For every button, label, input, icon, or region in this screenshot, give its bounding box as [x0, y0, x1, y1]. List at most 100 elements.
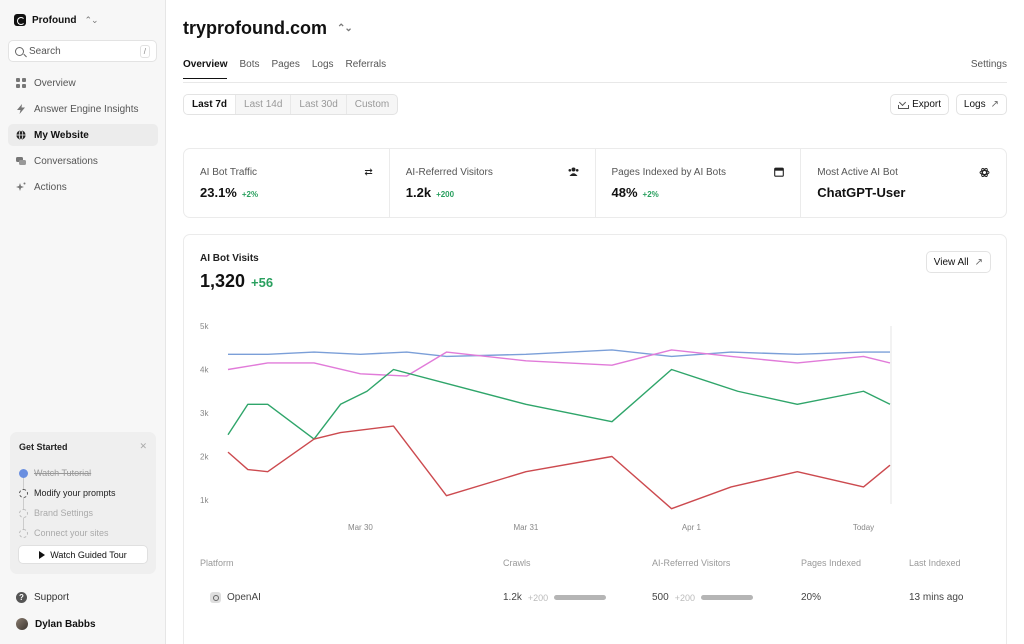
last-indexed-value: 13 mins ago	[909, 592, 964, 603]
table-row-platform[interactable]: OpenAI	[210, 592, 261, 603]
col-header-pages-indexed: Pages Indexed	[801, 558, 862, 568]
sidebar-item-my-website[interactable]: My Website	[8, 124, 158, 146]
sidebar-item-label: Conversations	[34, 155, 98, 167]
step-brand-settings[interactable]: Brand Settings	[19, 503, 147, 523]
search-input[interactable]	[29, 45, 129, 57]
watch-guided-tour-button[interactable]: Watch Guided Tour	[18, 545, 148, 564]
close-icon[interactable]: ✕	[139, 441, 147, 451]
stat-value-group: 48% +2%	[612, 185, 785, 200]
support-link[interactable]: ? Support	[16, 592, 69, 603]
series-line-2[interactable]	[227, 368, 891, 440]
sidebar: Profound ⌃⌄ / Overview Answer Engine Ins…	[0, 0, 166, 644]
view-all-label: View All	[933, 256, 969, 268]
series-line-1[interactable]	[227, 349, 891, 377]
stat-value: ChatGPT-User	[817, 185, 906, 200]
workspace-switcher[interactable]: Profound ⌃⌄	[14, 12, 99, 28]
stat-ai-referred-visitors: AI-Referred Visitors 1.2k +200	[390, 149, 596, 217]
search-icon	[15, 46, 24, 56]
user-menu[interactable]: Dylan Babbs	[16, 618, 96, 630]
tab-logs[interactable]: Logs	[311, 59, 334, 70]
dashed-circle-icon	[19, 528, 28, 538]
tabs-divider	[183, 82, 1007, 83]
sidebar-item-conversations[interactable]: Conversations	[8, 150, 158, 172]
dashed-circle-icon	[19, 508, 28, 518]
play-icon	[39, 550, 46, 559]
x-tick-label: Apr 1	[682, 523, 702, 532]
site-switcher[interactable]: tryprofound.com ⌃⌄	[183, 18, 353, 39]
check-circle-icon	[19, 468, 28, 478]
step-label: Brand Settings	[34, 508, 94, 518]
stat-pages-indexed: Pages Indexed by AI Bots 48% +2%	[596, 149, 802, 217]
table-row-crawls: 1.2k +200	[503, 592, 607, 603]
range-custom[interactable]: Custom	[354, 99, 390, 110]
download-icon	[898, 100, 910, 109]
visitors-value: 500	[652, 592, 669, 603]
table-row-pages-indexed: 20%	[801, 592, 821, 603]
swap-icon: ⇄	[364, 167, 373, 178]
tab-referrals[interactable]: Referrals	[345, 59, 387, 70]
sidebar-item-label: Answer Engine Insights	[34, 103, 139, 115]
step-label: Modify your prompts	[34, 488, 116, 498]
main-content: tryprofound.com ⌃⌄ Overview Bots Pages L…	[166, 0, 1024, 644]
stat-value-group: 1.2k +200	[406, 185, 579, 200]
visitors-delta: +200	[674, 592, 695, 603]
help-icon: ?	[16, 592, 27, 603]
step-watch-tutorial[interactable]: Watch Tutorial	[19, 463, 147, 483]
globe-icon	[16, 130, 26, 140]
tour-button-label: Watch Guided Tour	[50, 549, 127, 560]
stat-value-group: ChatGPT-User	[817, 185, 990, 200]
chat-icon	[16, 156, 26, 166]
stat-value: 1.2k	[405, 185, 432, 200]
logs-button[interactable]: Logs ↗	[955, 94, 1007, 115]
chart-delta: +56	[251, 275, 274, 290]
col-header-crawls: Crawls	[503, 558, 531, 568]
series-line-0[interactable]	[228, 349, 890, 358]
sidebar-item-label: My Website	[34, 129, 89, 141]
range-last-7d[interactable]: Last 7d	[184, 95, 237, 114]
sidebar-item-answer-engine-insights[interactable]: Answer Engine Insights	[8, 98, 158, 120]
y-tick-label: 2k	[200, 453, 209, 462]
col-header-last-indexed: Last Indexed	[909, 558, 961, 568]
page-title: tryprofound.com	[183, 18, 327, 38]
y-tick-label: 3k	[200, 409, 209, 418]
export-label: Export	[912, 99, 941, 110]
sparkle-icon	[16, 182, 26, 192]
ai-bot-visits-chart: 5k 4k 3k 2k 1k Mar 30 Mar 31 Apr 1 Today	[200, 322, 892, 532]
stat-value: 23.1%	[200, 185, 237, 200]
visitors-bar	[700, 595, 753, 600]
stats-row: AI Bot Traffic 23.1% +2% ⇄ AI-Referred V…	[183, 148, 1007, 218]
tab-bar: Overview Bots Pages Logs Referrals	[183, 59, 386, 79]
tab-pages[interactable]: Pages	[271, 59, 300, 70]
step-modify-prompts[interactable]: Modify your prompts	[19, 483, 147, 503]
user-name: Dylan Babbs	[35, 618, 96, 630]
date-range-selector: Last 7d Last 14d Last 30d Custom	[183, 94, 399, 115]
sidebar-item-overview[interactable]: Overview	[8, 72, 158, 94]
range-last-30d[interactable]: Last 30d	[291, 95, 347, 114]
y-tick-label: 4k	[200, 366, 209, 375]
crawls-delta: +200	[527, 592, 549, 603]
table-row-last-indexed: 13 mins ago	[909, 592, 963, 603]
tab-bots[interactable]: Bots	[239, 59, 260, 70]
tab-settings[interactable]: Settings	[970, 59, 1007, 70]
get-started-title: Get Started	[19, 442, 68, 452]
users-icon	[568, 167, 579, 179]
tab-overview[interactable]: Overview	[183, 59, 228, 79]
bolt-icon	[16, 104, 26, 114]
export-button[interactable]: Export	[890, 94, 949, 115]
range-last-14d[interactable]: Last 14d	[236, 95, 292, 114]
view-all-button[interactable]: View All ↗	[925, 251, 991, 273]
step-connect-sites[interactable]: Connect your sites	[19, 523, 147, 543]
series-line-3[interactable]	[227, 425, 891, 510]
sidebar-item-actions[interactable]: Actions	[8, 176, 158, 198]
stat-delta: +2%	[241, 190, 259, 199]
steps-connector	[23, 471, 24, 533]
col-header-visitors: AI-Referred Visitors	[652, 558, 731, 568]
dashed-circle-icon	[19, 488, 28, 498]
stat-label: AI Bot Traffic	[200, 167, 258, 178]
search-box[interactable]: /	[8, 40, 157, 62]
chart-total: 1,320	[200, 271, 246, 291]
logs-label: Logs	[963, 99, 986, 110]
sidebar-item-label: Overview	[34, 77, 76, 89]
support-label: Support	[34, 592, 70, 603]
stat-value-group: 23.1% +2%	[200, 185, 373, 200]
